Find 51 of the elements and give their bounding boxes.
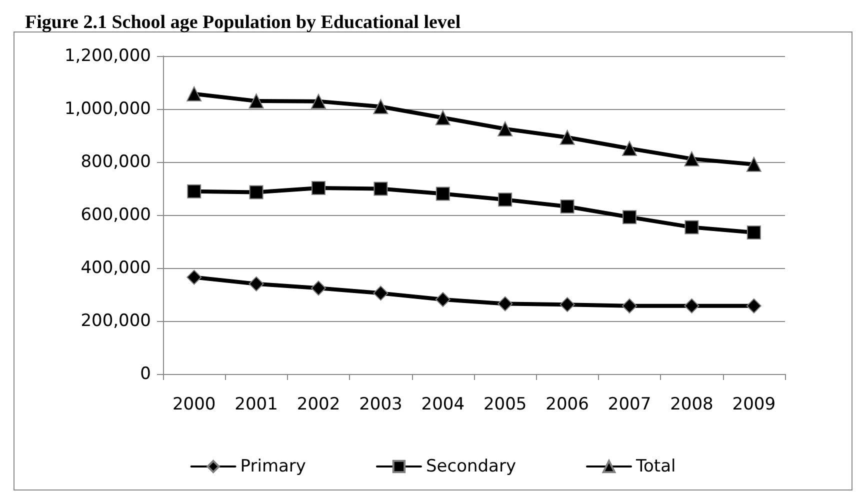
- legend-label: Primary: [240, 456, 306, 476]
- point: [498, 192, 512, 207]
- point: [746, 298, 762, 314]
- chart-title: Figure 2.1 School age Population by Educational level: [25, 12, 461, 33]
- point: [373, 286, 388, 301]
- y-tick-label: 400,000: [80, 258, 151, 278]
- point: [187, 184, 202, 198]
- point: [684, 151, 700, 166]
- point: [311, 280, 326, 296]
- point: [248, 94, 264, 109]
- point: [622, 298, 637, 314]
- x-tick-label: 2004: [421, 394, 465, 414]
- point: [498, 121, 513, 136]
- point: [311, 94, 326, 109]
- point: [249, 185, 264, 200]
- point: [248, 276, 264, 292]
- x-tick-label: 2003: [359, 394, 402, 414]
- legend-label: Secondary: [426, 456, 516, 476]
- point: [622, 140, 637, 156]
- point: [374, 182, 388, 196]
- x-tick-label: 2000: [172, 394, 216, 414]
- y-tick-label: 1,200,000: [64, 46, 151, 66]
- x-tick-label: 2005: [483, 394, 527, 414]
- x-tick-label: 2006: [546, 394, 589, 414]
- point: [435, 292, 450, 308]
- point: [622, 210, 636, 224]
- x-tick-label: 2008: [670, 394, 714, 414]
- point: [684, 298, 700, 314]
- point: [435, 110, 450, 126]
- point: [746, 225, 761, 240]
- y-tick-label: 1,000,000: [64, 99, 151, 119]
- y-tick-label: 600,000: [80, 205, 151, 225]
- point: [560, 130, 575, 145]
- point: [684, 220, 699, 234]
- point: [560, 297, 575, 312]
- point: [498, 296, 513, 312]
- x-tick-label: 2002: [296, 394, 340, 414]
- legend-label: Total: [635, 456, 676, 476]
- point: [186, 86, 202, 102]
- y-tick-label: 800,000: [80, 152, 151, 172]
- point: [436, 186, 450, 201]
- point: [373, 99, 388, 114]
- y-tick-label: 0: [140, 364, 151, 384]
- x-tick-label: 2007: [608, 394, 652, 414]
- point: [746, 156, 762, 172]
- y-tick-label: 200,000: [80, 311, 151, 331]
- point: [186, 270, 202, 285]
- x-tick-label: 2009: [732, 394, 776, 414]
- point: [312, 180, 326, 195]
- x-tick-label: 2001: [234, 394, 278, 414]
- point: [560, 200, 574, 214]
